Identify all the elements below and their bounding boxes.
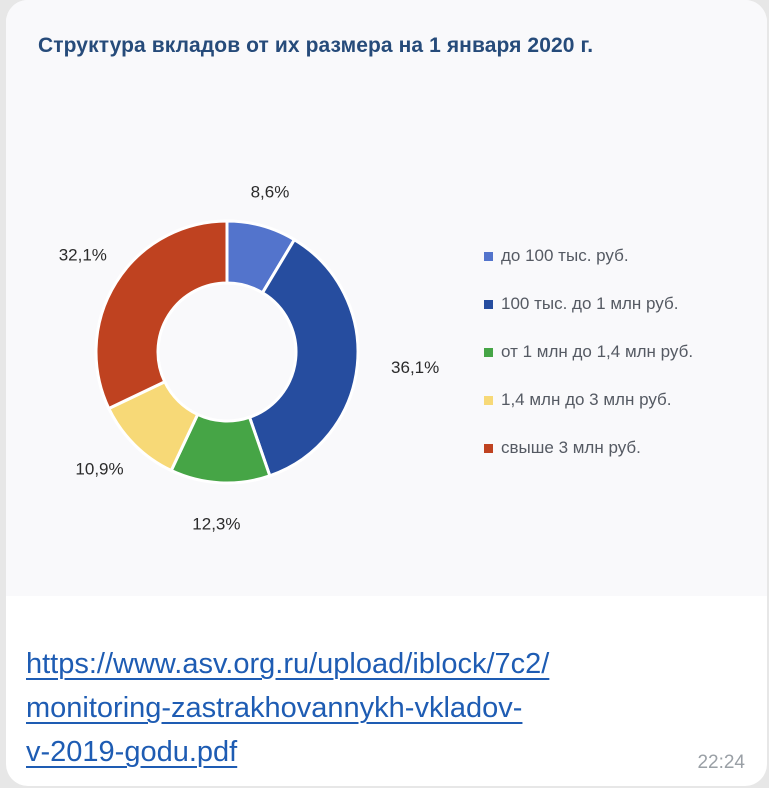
donut-chart: 8,6% 36,1% 12,3% 10,9% 32,1% — [59, 182, 440, 533]
slice-label: 36,1% — [391, 358, 439, 377]
donut-slice — [247, 237, 360, 478]
legend-swatch — [484, 299, 493, 309]
legend-label: свыше 3 млн руб. — [501, 438, 641, 457]
slice-label: 32,1% — [59, 246, 107, 265]
pdf-link[interactable]: https://www.asv.org.ru/upload/iblock/7c2… — [26, 642, 686, 774]
donut-slice — [94, 219, 229, 411]
slice-label: 10,9% — [75, 460, 123, 479]
message-time: 22:24 — [697, 752, 745, 773]
legend-label: 1,4 млн до 3 млн руб. — [501, 390, 672, 409]
legend-item: 1,4 млн до 3 млн руб. — [484, 376, 693, 424]
legend-label: от 1 млн до 1,4 млн руб. — [501, 342, 694, 361]
legend-swatch — [484, 395, 493, 405]
link-line[interactable]: monitoring-zastrakhovannykh-vkladov- — [26, 692, 523, 724]
legend-swatch — [484, 347, 493, 357]
slice-label: 8,6% — [251, 182, 290, 201]
legend-item: свыше 3 млн руб. — [484, 424, 693, 472]
legend-label: 100 тыс. до 1 млн руб. — [501, 294, 679, 313]
legend-item: до 100 тыс. руб. — [484, 232, 693, 280]
chart-title: Структура вкладов от их размера на 1 янв… — [38, 34, 594, 57]
slice-label: 12,3% — [192, 514, 240, 533]
legend-swatch — [484, 251, 493, 261]
legend-label: до 100 тыс. руб. — [501, 246, 629, 265]
chart-image[interactable]: Структура вкладов от их размера на 1 янв… — [6, 0, 767, 596]
link-line[interactable]: https://www.asv.org.ru/upload/iblock/7c2… — [26, 648, 550, 680]
legend-item: от 1 млн до 1,4 млн руб. — [484, 328, 693, 376]
legend-swatch — [484, 443, 493, 453]
chart-legend: до 100 тыс. руб. 100 тыс. до 1 млн руб. от… — [484, 232, 693, 472]
legend-item: 100 тыс. до 1 млн руб. — [484, 280, 693, 328]
message-bubble: Структура вкладов от их размера на 1 янв… — [6, 0, 767, 786]
link-line[interactable]: v-2019-godu.pdf — [26, 736, 238, 768]
